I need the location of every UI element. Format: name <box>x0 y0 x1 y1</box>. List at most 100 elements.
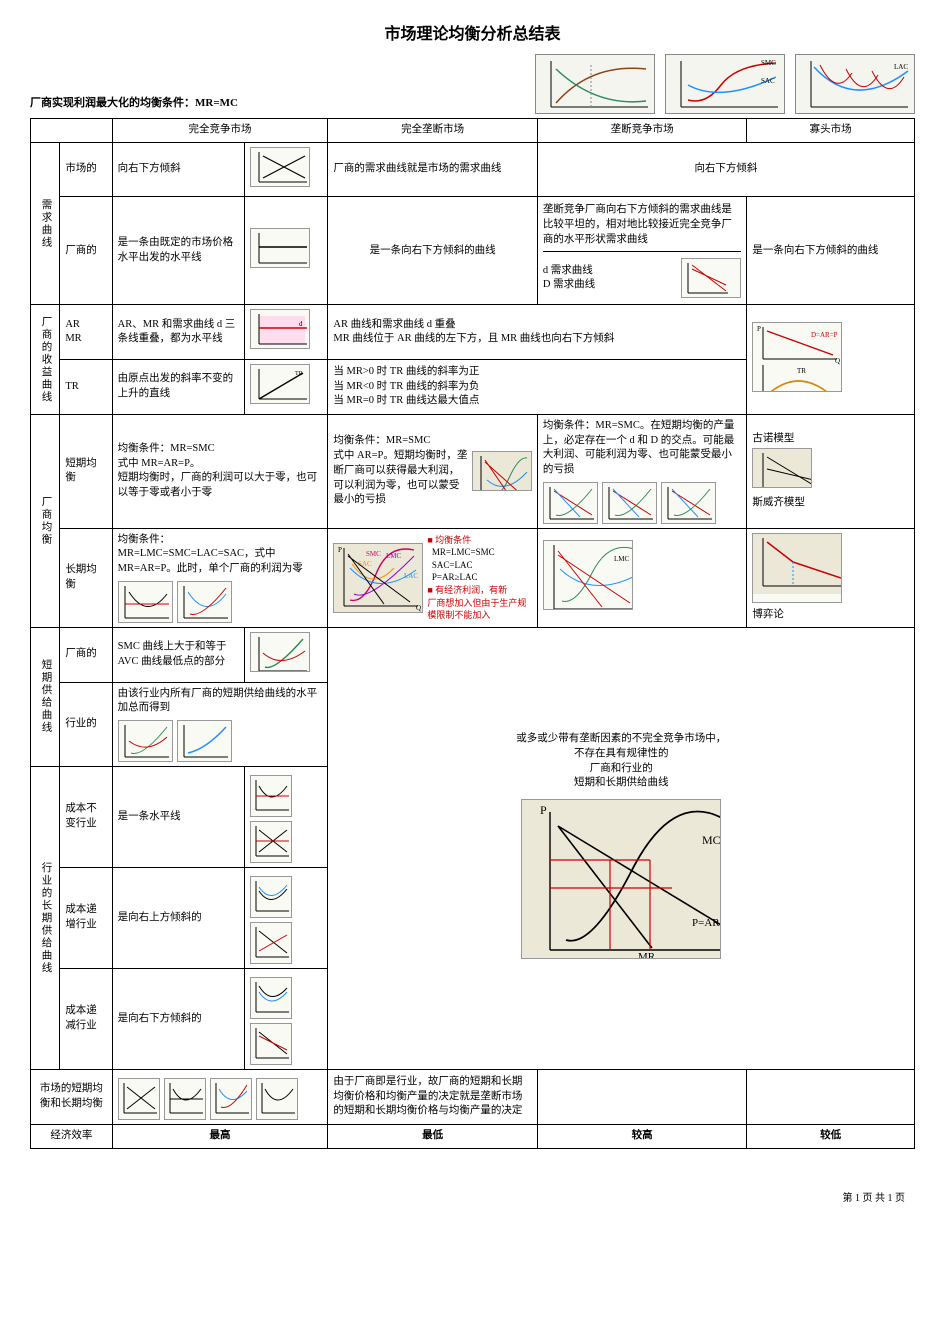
group-demand: 需求曲线 <box>31 142 60 305</box>
me-1 <box>118 1078 160 1120</box>
demand-firm-monocomp-text: 垄断竞争厂商向右下方倾斜的需求曲线是比较平坦的，相对地比较接近完全竞争厂商的水平… <box>543 201 741 252</box>
demand-firm-label: 厂商的 <box>60 197 112 305</box>
imperfect-supply-text: 或多或少带有垄断因素的不完全竞争市场中， 不存在具有规律性的 厂商和行业的 短期… <box>333 732 909 791</box>
ls-constant-chart <box>244 767 328 868</box>
eq-short-monopoly-text: 均衡条件：MR=SMC 式中 AR=P。短期均衡时，垄断厂商可以获得最大利润，可… <box>333 434 467 507</box>
eq-short-monocomp: 均衡条件：MR=SMC。在短期均衡的产量上，必定存在一个 d 和 D 的交点。可… <box>537 414 746 528</box>
col-monopoly: 完全垄断市场 <box>328 119 537 143</box>
eq-short-monopoly: 均衡条件：MR=SMC 式中 AR=P。短期均衡时，垄断厂商可以获得最大利润，可… <box>328 414 537 528</box>
eq-long-oligo: 博弈论 <box>747 528 915 627</box>
ls-dec-chart <box>244 969 328 1070</box>
me-2 <box>164 1078 206 1120</box>
efficiency-row: 经济效率 最高 最低 较高 较低 <box>31 1125 915 1149</box>
svg-text:LAC: LAC <box>404 572 418 580</box>
header-chart-1 <box>535 54 655 114</box>
eq-sm-chart-3 <box>661 482 716 524</box>
eff-monocomp: 较高 <box>537 1125 746 1149</box>
ls-constant-text: 是一条水平线 <box>112 767 244 868</box>
svg-text:LAC: LAC <box>894 63 908 71</box>
ls-c-2 <box>250 821 292 863</box>
demand-dD-chart <box>681 258 741 298</box>
ss-industry-label: 行业的 <box>60 682 112 766</box>
me-3 <box>210 1078 252 1120</box>
big-PARD: P=AR=D <box>692 917 721 929</box>
group-long-supply: 行业的长期供给曲线 <box>31 767 60 1070</box>
svg-text:Q: Q <box>416 604 421 612</box>
header-row: 厂商实现利润最大化的均衡条件：MR=MC SMC SAC LAC <box>30 54 915 114</box>
eff-label: 经济效率 <box>31 1125 113 1149</box>
demand-firm-row: 厂商的 是一条由既定的市场价格水平出发的水平线 是一条向右下方倾斜的曲线 垄断竞… <box>31 197 915 305</box>
demand-market-perfect: 向右下方倾斜 <box>112 142 244 197</box>
eq-sm-chart-2 <box>602 482 657 524</box>
svg-text:Q: Q <box>835 357 840 365</box>
ss-firm-perfect: SMC 曲线上大于和等于 AVC 曲线最低点的部分 <box>112 627 244 682</box>
eq-long-monopoly: SMCLMCLACSACQP ■ 均衡条件 MR=LMC=SMC SAC=LAC… <box>328 528 537 627</box>
demand-firm-perfect: 是一条由既定的市场价格水平出发的水平线 <box>112 197 244 305</box>
svg-text:SAC: SAC <box>358 560 372 568</box>
revenue-armr-row: 厂商的收益曲线 AR MR AR、MR 和需求曲线 d 三条线重叠，都为水平线 … <box>31 305 915 360</box>
col-oligo: 寡头市场 <box>747 119 915 143</box>
demand-market-row: 需求曲线 市场的 向右下方倾斜 厂商的需求曲线就是市场的需求曲线 向右下方倾斜 <box>31 142 915 197</box>
demand-firm-oligo: 是一条向右下方倾斜的曲线 <box>747 197 915 305</box>
eq-short-monopoly-chart <box>472 451 532 491</box>
revenue-oligo-chart: D=AR=P QP TRQ <box>747 305 915 414</box>
big-MR: MR <box>638 951 656 959</box>
header-chart-3: LAC <box>795 54 915 114</box>
ss-firm-label: 厂商的 <box>60 627 112 682</box>
armr-label: AR MR <box>60 305 112 360</box>
group-short-supply: 短期供给曲线 <box>31 627 60 766</box>
armr-perfect: AR、MR 和需求曲线 d 三条线重叠，都为水平线 <box>112 305 244 360</box>
ls-d-1 <box>250 977 292 1019</box>
ss-ind-chart-2 <box>177 720 232 762</box>
page-footer: 第 1 页 共 1 页 <box>30 1189 915 1204</box>
eq-lp-chart-2 <box>177 581 232 623</box>
demand-firm-dD-label: d 需求曲线 D 需求曲线 <box>543 264 677 293</box>
market-eq-perfect <box>112 1070 328 1125</box>
armr-others: AR 曲线和需求曲线 d 重叠 MR 曲线位于 AR 曲线的左下方，且 MR 曲… <box>328 305 747 360</box>
header-chart-2: SMC SAC <box>665 54 785 114</box>
eff-perfect: 最高 <box>112 1125 328 1149</box>
ls-c-1 <box>250 775 292 817</box>
demand-market-monopoly: 厂商的需求曲线就是市场的需求曲线 <box>328 142 537 197</box>
ls-inc-text: 是向右上方倾斜的 <box>112 868 244 969</box>
cournot-chart <box>752 448 812 488</box>
ss-ind-chart-1 <box>118 720 173 762</box>
me-4 <box>256 1078 298 1120</box>
eq-long-monopoly-chart: SMCLMCLACSACQP <box>333 543 423 613</box>
eq-long-monopoly-labels: ■ 均衡条件 MR=LMC=SMC SAC=LAC P=AR≥LAC■ 有经济利… <box>427 534 526 622</box>
svg-text:LMC: LMC <box>386 552 402 560</box>
sweezy-label: 斯威齐模型 <box>752 496 909 511</box>
cournot-label: 古诺模型 <box>752 432 909 447</box>
ls-inc-chart <box>244 868 328 969</box>
tr-label: TR <box>60 360 112 415</box>
ss-industry-perfect: 由该行业内所有厂商的短期供给曲线的水平加总而得到 <box>112 682 328 766</box>
svg-text:P: P <box>757 325 761 333</box>
header-charts: SMC SAC LAC <box>535 54 915 114</box>
big-imperfect-chart: P Q MC P=AR=D MR <box>521 799 721 959</box>
eq-short-monocomp-text: 均衡条件：MR=SMC。在短期均衡的产量上，必定存在一个 d 和 D 的交点。可… <box>543 419 741 478</box>
market-eq-row: 市场的短期均衡和长期均衡 由于厂商即是行业，故厂商的短期和长期均衡价格和均衡产量… <box>31 1070 915 1125</box>
condition-label: 厂商实现利润最大化的均衡条件：MR=MC <box>30 94 238 114</box>
imperfect-supply-cell: 或多或少带有垄断因素的不完全竞争市场中， 不存在具有规律性的 厂商和行业的 短期… <box>328 627 915 1069</box>
demand-market-label: 市场的 <box>60 142 112 197</box>
ss-industry-text: 由该行业内所有厂商的短期供给曲线的水平加总而得到 <box>118 687 323 716</box>
svg-text:SAC: SAC <box>761 77 775 85</box>
ls-i-2 <box>250 922 292 964</box>
ss-firm-chart <box>244 627 328 682</box>
svg-text:LMC: LMC <box>614 555 630 563</box>
market-eq-monopoly: 由于厂商即是行业，故厂商的短期和长期均衡价格和均衡产量的决定就是垄断市场的短期和… <box>328 1070 537 1125</box>
ls-inc-label: 成本递增行业 <box>60 868 112 969</box>
armr-perfect-chart: d <box>244 305 328 360</box>
demand-market-perfect-chart <box>244 142 328 197</box>
ls-dec-text: 是向右下方倾斜的 <box>112 969 244 1070</box>
demand-market-others: 向右下方倾斜 <box>537 142 914 197</box>
eq-lp-chart-1 <box>118 581 173 623</box>
game-theory-chart <box>752 533 842 603</box>
market-eq-label: 市场的短期均衡和长期均衡 <box>31 1070 113 1125</box>
ls-constant-label: 成本不变行业 <box>60 767 112 868</box>
eq-short-label: 短期均衡 <box>60 414 112 528</box>
eff-oligo: 较低 <box>747 1125 915 1149</box>
tr-perfect: 由原点出发的斜率不变的上升的直线 <box>112 360 244 415</box>
col-monocomp: 垄断竞争市场 <box>537 119 746 143</box>
svg-text:SMC: SMC <box>366 550 381 558</box>
